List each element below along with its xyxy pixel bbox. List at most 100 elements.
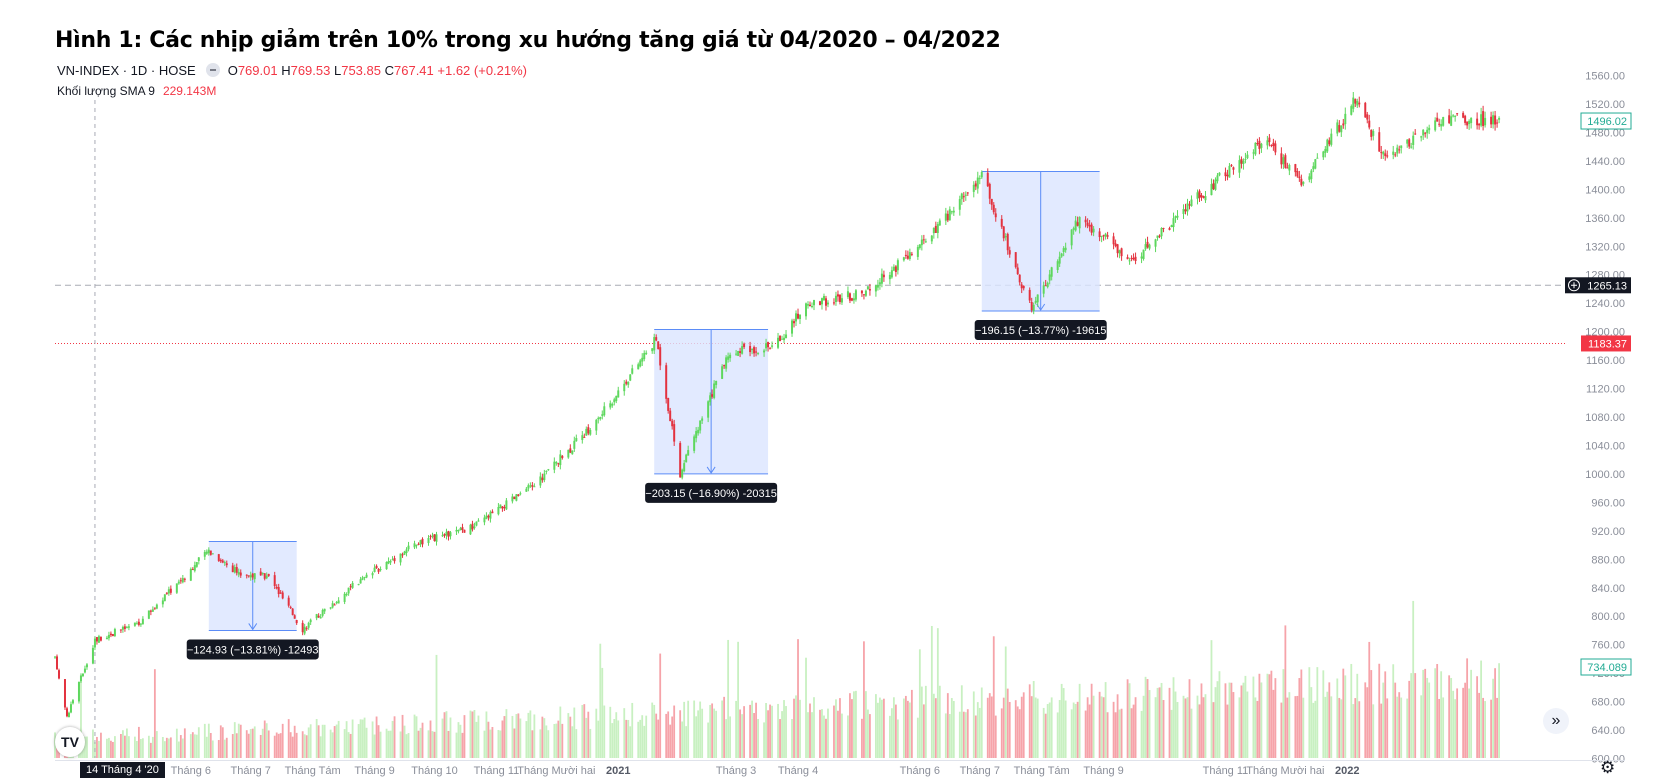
- candle-body: [930, 235, 933, 242]
- candle-body: [723, 365, 726, 367]
- candle-body: [1048, 274, 1051, 281]
- candle-body: [862, 294, 865, 296]
- candle-body: [179, 580, 182, 582]
- candle-body: [1414, 133, 1417, 135]
- volume-bar: [477, 715, 480, 758]
- volume-bar: [1420, 695, 1423, 758]
- candle-body: [63, 679, 66, 708]
- volume-bar: [932, 693, 935, 758]
- volume-bar: [695, 716, 698, 758]
- candle-body: [834, 295, 837, 302]
- candle-body: [962, 196, 965, 198]
- candle-body: [463, 529, 466, 533]
- gear-icon[interactable]: ⚙: [1600, 758, 1616, 777]
- volume-bar: [1428, 682, 1431, 758]
- candle-body: [147, 610, 150, 619]
- candle-body: [924, 241, 927, 243]
- volume-bar: [1238, 697, 1241, 758]
- volume-bar: [449, 717, 452, 758]
- volume-bar: [837, 710, 839, 758]
- tradingview-logo-icon[interactable]: TV: [55, 727, 85, 757]
- volume-bar: [1282, 669, 1285, 758]
- volume-bar: [791, 719, 793, 758]
- volume-bar: [1298, 678, 1301, 758]
- volume-bar: [221, 727, 224, 758]
- volume-bar: [1464, 682, 1467, 758]
- volume-bar: [267, 730, 270, 758]
- volume-bar: [735, 700, 737, 758]
- candle-body: [1300, 178, 1303, 186]
- volume-bar: [1270, 670, 1273, 758]
- candle-body: [95, 637, 98, 642]
- volume-bar: [237, 723, 240, 758]
- volume-bar: [1314, 700, 1317, 758]
- candle-body: [755, 351, 758, 353]
- volume-bar: [879, 697, 881, 758]
- volume-bar: [918, 649, 921, 758]
- measure-label: −124.93 (−13.81%) -12493: [187, 644, 319, 656]
- candle-body: [1238, 160, 1241, 173]
- volume-bar: [1382, 682, 1385, 758]
- candle-body: [1126, 257, 1129, 260]
- volume-bar: [567, 713, 570, 758]
- symbol-label[interactable]: VN-INDEX · 1D · HOSE: [57, 63, 196, 78]
- volume-bar: [1132, 704, 1135, 758]
- volume-bar: [365, 727, 368, 758]
- collapse-icon[interactable]: [205, 63, 220, 77]
- volume-bar: [1142, 695, 1145, 758]
- candle-body: [1074, 220, 1077, 231]
- add-alert-icon[interactable]: [1568, 279, 1580, 292]
- candle-body: [671, 420, 674, 427]
- candle-body: [139, 623, 142, 625]
- volume-bar: [177, 741, 180, 758]
- volume-bar: [225, 737, 228, 758]
- candle-body: [1184, 209, 1187, 212]
- figure-title: Hình 1: Các nhịp giảm trên 10% trong xu …: [55, 28, 1001, 53]
- candle-body: [1198, 190, 1201, 199]
- candle-body: [1270, 144, 1273, 146]
- candle-body: [533, 486, 536, 488]
- candle-body: [127, 626, 130, 628]
- volume-bar: [245, 730, 248, 758]
- volume-bar: [976, 702, 979, 758]
- x-tick-label: Tháng 11: [1203, 765, 1249, 777]
- candle-body: [349, 586, 352, 588]
- volume-bar: [651, 702, 654, 758]
- candle-body: [167, 589, 170, 594]
- volume-bar: [357, 724, 360, 758]
- candle-body: [1410, 146, 1413, 148]
- volume-legend-label[interactable]: Khối lượng SMA 9: [57, 84, 155, 98]
- x-tick-label: 2022: [1335, 765, 1359, 777]
- volume-bar: [1074, 704, 1077, 758]
- candle-body: [1092, 228, 1095, 233]
- volume-bar: [443, 712, 446, 758]
- volume-bar: [303, 734, 306, 758]
- candle-body: [1294, 164, 1297, 173]
- candle-body: [1448, 115, 1451, 124]
- candle-body: [489, 512, 492, 519]
- candle-body: [1494, 115, 1497, 125]
- candle-body: [896, 260, 899, 271]
- candle-body: [265, 575, 268, 579]
- candle-body: [419, 540, 422, 545]
- candle-body: [850, 298, 853, 301]
- candle-body: [1070, 229, 1073, 246]
- volume-bar: [315, 719, 318, 758]
- volume-bar: [1196, 695, 1199, 758]
- candle-body: [365, 574, 368, 578]
- candle-body: [727, 356, 730, 360]
- candle-body: [1268, 137, 1271, 143]
- scroll-right-icon[interactable]: »: [1543, 708, 1569, 734]
- volume-bar: [389, 730, 392, 758]
- candle-body: [1370, 129, 1373, 137]
- candle-body: [177, 581, 180, 584]
- volume-bar: [645, 715, 648, 758]
- volume-bar: [1338, 697, 1341, 758]
- candle-body: [515, 494, 518, 501]
- candle-body: [1398, 149, 1401, 151]
- volume-bar: [827, 708, 829, 758]
- candle-body: [641, 357, 644, 362]
- volume-bar: [513, 728, 516, 758]
- volume-bar: [1226, 704, 1229, 758]
